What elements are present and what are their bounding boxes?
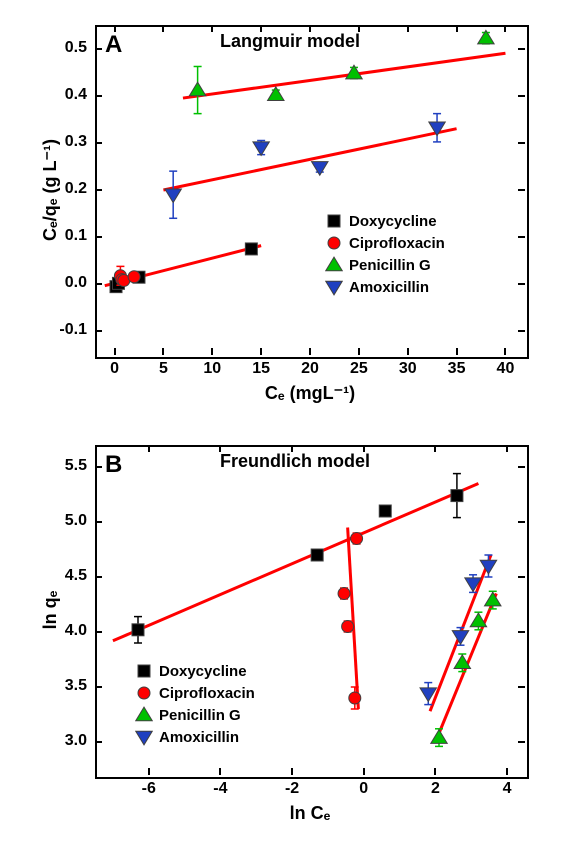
legend-label: Doxycycline [159,663,247,680]
legend-item-ciprofloxacin: Ciprofloxacin [135,682,255,704]
legend-item-doxycycline: Doxycycline [135,660,255,682]
legend-label: Amoxicillin [159,729,239,746]
figure: 0510152025303540-0.10.00.10.20.30.40.5Cₑ… [0,0,565,843]
legend-item-penicillin: Penicillin G [135,704,255,726]
legend: Doxycycline Ciprofloxacin Penicillin G Amox… [135,660,255,748]
panel-b-svg [0,0,565,843]
legend-label: Ciprofloxacin [159,685,255,702]
legend-label: Penicillin G [159,707,241,724]
legend-item-amoxicillin: Amoxicillin [135,726,255,748]
